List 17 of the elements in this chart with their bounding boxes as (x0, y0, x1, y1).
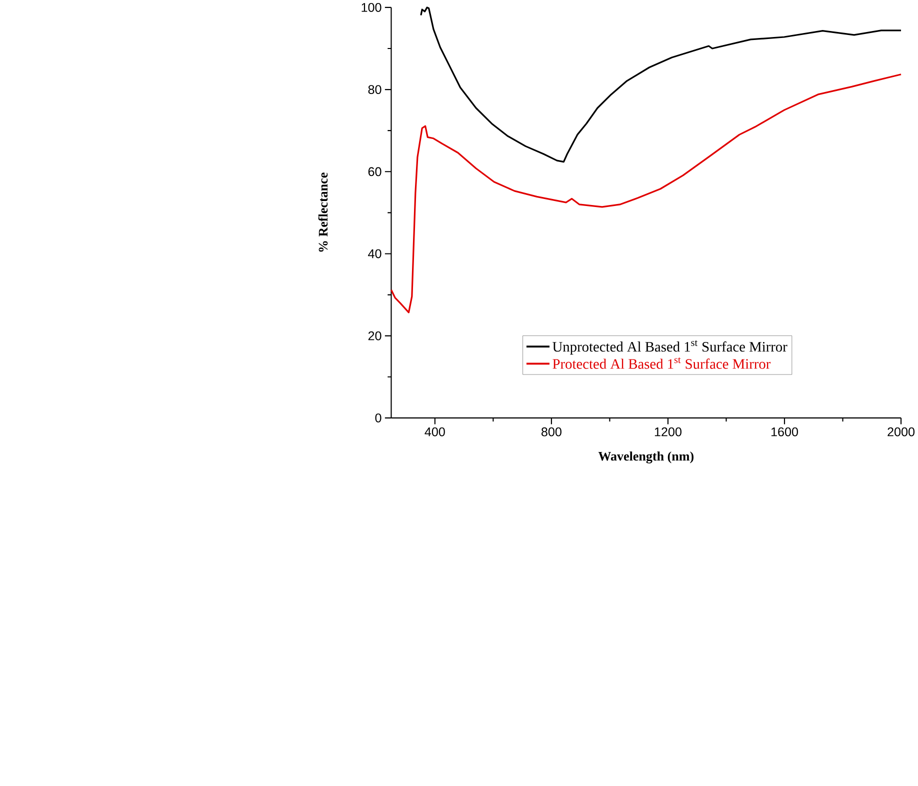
line-series (420, 6, 902, 163)
legend-label: Unprotected Al Based 1$^{st}$ Surface Mirror (552, 340, 788, 355)
line-series (390, 73, 902, 314)
y-axis-title: % Reflectance (318, 172, 328, 252)
x-axis-title: Wavelength (nm) (598, 451, 694, 464)
y-tick-label: 100 (362, 2, 382, 12)
y-tick-label: 40 (368, 249, 382, 258)
x-tick-label: 1200 (654, 427, 682, 436)
x-tick-label: 2000 (888, 427, 915, 436)
x-tick-label: 1600 (771, 427, 798, 436)
x-tick-label: 400 (424, 427, 445, 436)
y-tick-label: 60 (368, 167, 382, 176)
legend-label: Protected Al Based 1$^{st}$ Surface Mirror (552, 357, 771, 369)
y-tick-label: 80 (368, 85, 382, 94)
x-tick-label: 800 (542, 427, 562, 436)
y-tick-label: 20 (368, 331, 382, 340)
y-tick-label: 0 (375, 413, 382, 422)
